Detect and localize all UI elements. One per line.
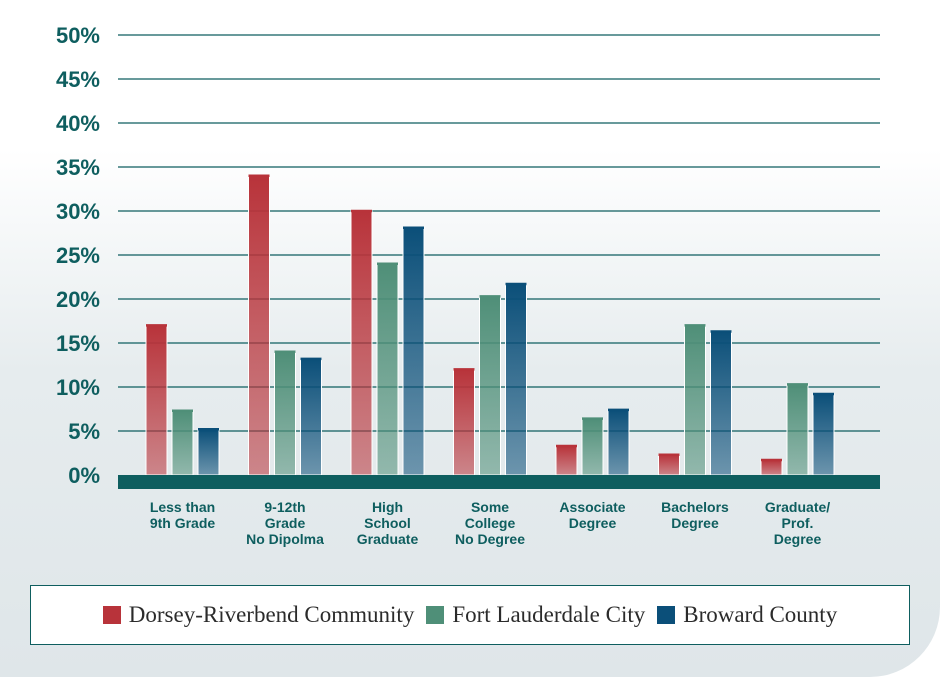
bar [145,324,168,476]
legend-swatch [426,606,445,624]
bar [300,358,322,476]
y-tick-label: 10% [56,375,100,400]
bar [248,175,270,476]
y-tick-label: 15% [56,331,100,356]
bar [171,410,194,476]
legend-swatch [102,606,121,624]
bar [607,409,630,476]
x-tick-label: Degree [671,515,719,531]
x-tick-label: Some [471,499,509,515]
bar [197,428,220,476]
legend-label: Fort Lauderdale City [452,602,646,627]
bar [479,295,501,476]
x-tick-label: Degree [774,531,822,547]
x-tick-label: Graduate/ [765,499,830,515]
x-tick-label: Less than [150,499,215,515]
legend-label: Broward County [683,602,838,627]
x-tick-label: Graduate [357,531,419,547]
bar [453,368,475,476]
x-tick-label: Associate [559,499,625,515]
x-tick-label: Prof. [782,515,814,531]
bar [710,331,732,476]
y-tick-label: 25% [56,243,100,268]
bar [350,210,373,476]
y-tick-label: 40% [56,111,100,136]
bar [505,283,527,476]
legend-swatch [657,606,676,624]
legend-item: Fort Lauderdale City [426,602,645,628]
y-tick-label: 0% [68,463,100,488]
x-tick-label: Grade [265,515,306,531]
y-tick-label: 5% [68,419,100,444]
bar [760,459,783,476]
bar [376,263,399,476]
bar [555,445,578,476]
legend-item: Dorsey-Riverbend Community [102,602,415,628]
bar [274,351,296,476]
x-tick-label: No Dipolma [246,531,324,547]
y-tick-label: 20% [56,287,100,312]
x-tick-label: No Degree [455,531,525,547]
bar [658,454,680,476]
bar [581,418,604,476]
bar [812,393,835,476]
legend-label: Dorsey-Riverbend Community [128,602,415,627]
y-tick-label: 50% [56,23,100,48]
y-tick-label: 45% [56,67,100,92]
bar [684,324,706,476]
x-tick-label: School [364,515,411,531]
x-tick-label: 9-12th [264,499,305,515]
bar [402,227,425,476]
x-tick-label: Bachelors [661,499,729,515]
legend-item: Broward County [657,602,837,628]
x-tick-label: 9th Grade [150,515,216,531]
y-tick-label: 35% [56,155,100,180]
x-tick-label: College [465,515,516,531]
bar [786,383,809,476]
y-tick-label: 30% [56,199,100,224]
x-tick-label: High [372,499,403,515]
x-tick-label: Degree [569,515,617,531]
legend: Dorsey-Riverbend Community Fort Lauderdal… [30,585,910,645]
x-axis-baseline [118,475,880,489]
